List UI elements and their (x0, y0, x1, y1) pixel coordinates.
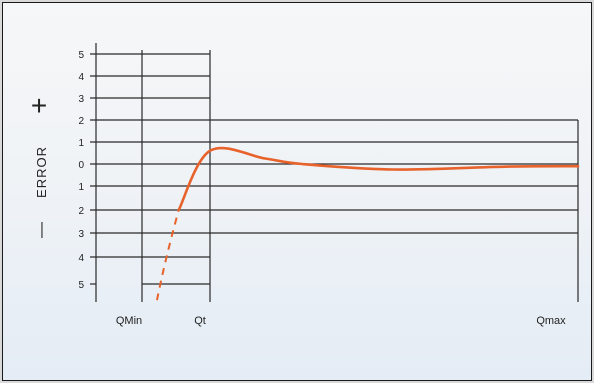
dashed-curve-segment (155, 209, 180, 301)
chart-curves (155, 146, 580, 301)
y-tick-label: 0 (78, 160, 84, 171)
y-tick-label: 2 (78, 206, 84, 217)
x-marker-label: Qt (194, 315, 206, 327)
y-tick-labels: 5 4 3 2 1 0 1 2 3 4 5 (78, 50, 84, 291)
y-tick-label: 5 (78, 50, 84, 61)
x-marker-label: QMin (116, 315, 142, 327)
y-tick-label: 1 (78, 182, 84, 193)
y-tick-label: 3 (78, 94, 84, 105)
y-axis-minus-sign: — (33, 222, 50, 238)
y-tick-label: 4 (78, 72, 84, 83)
x-marker-labels: QMin Qt Qmax (116, 315, 566, 327)
y-tick-label: 5 (78, 280, 84, 291)
y-tick-label: 2 (78, 116, 84, 127)
x-marker-label: Qmax (536, 315, 566, 327)
y-tick-label: 4 (78, 253, 84, 264)
y-tick-label: 3 (78, 229, 84, 240)
error-curve (177, 146, 580, 212)
y-tick-label: 1 (78, 138, 84, 149)
y-axis-label: ERROR (34, 146, 49, 198)
y-axis-plus-sign: + (31, 90, 47, 121)
chart-grid (90, 43, 579, 302)
